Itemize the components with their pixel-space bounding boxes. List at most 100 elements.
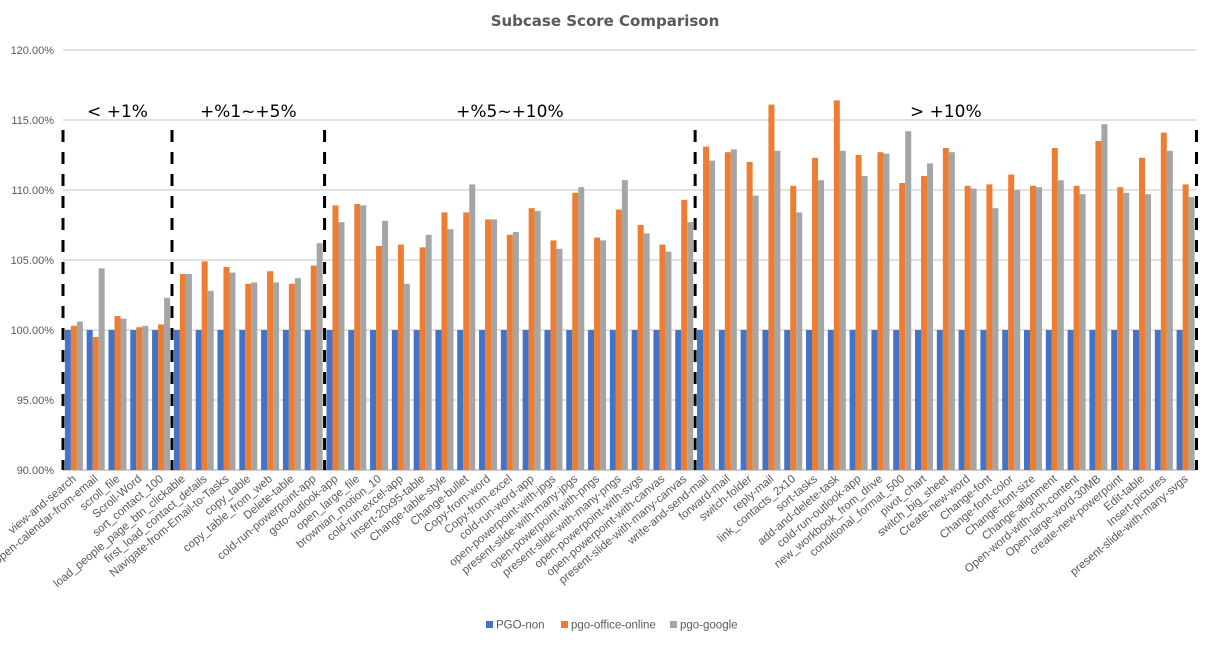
y-tick-label: 105.00% <box>11 255 55 267</box>
bar-pgo-non <box>326 330 333 470</box>
legend-label: pgo-office-online <box>571 620 656 632</box>
bar-pgo-office-online <box>1139 157 1146 471</box>
bar-pgo-google <box>774 150 781 471</box>
bar-pgo-google <box>534 211 541 470</box>
group-label: < +1% <box>87 102 148 122</box>
bar-pgo-non <box>784 330 791 470</box>
bar-pgo-non <box>239 330 246 470</box>
bar-pgo-google <box>491 219 498 470</box>
bar-pgo-google <box>752 195 759 470</box>
bar-pgo-office-online <box>1008 174 1015 470</box>
bar-pgo-office-online <box>179 274 186 470</box>
bar-pgo-google <box>164 297 171 470</box>
bar-pgo-non <box>653 330 660 470</box>
bar-pgo-google <box>643 233 650 470</box>
bar-pgo-non <box>871 330 878 470</box>
bar-pgo-google <box>556 248 563 470</box>
bar-pgo-non <box>348 330 355 470</box>
bar-pgo-office-online <box>397 244 404 470</box>
bar-pgo-office-online <box>485 219 492 470</box>
bar-pgo-non <box>1045 330 1052 470</box>
bar-pgo-non <box>544 330 551 470</box>
bar-pgo-non <box>173 330 180 470</box>
bars <box>64 100 1195 471</box>
group-label: > +10% <box>910 102 982 122</box>
bar-pgo-google <box>360 205 367 470</box>
legend-item: PGO-non <box>486 620 545 632</box>
bar-pgo-google <box>600 240 607 470</box>
bar-pgo-non <box>391 330 398 470</box>
bar-pgo-non <box>718 330 725 470</box>
bar-pgo-google <box>1101 124 1108 470</box>
y-tick-label: 95.00% <box>17 395 55 407</box>
legend-item: pgo-google <box>670 620 738 632</box>
bar-pgo-google <box>1123 192 1130 471</box>
bar-pgo-google <box>687 222 694 470</box>
bar-pgo-google <box>1014 190 1021 470</box>
bar-pgo-google <box>992 208 999 470</box>
bar-pgo-non <box>1133 330 1140 470</box>
bar-pgo-google <box>818 180 825 470</box>
bar-pgo-office-online <box>768 104 775 470</box>
bar-pgo-non <box>500 330 507 470</box>
bar-pgo-non <box>675 330 682 470</box>
bar-pgo-office-online <box>158 324 165 470</box>
bar-pgo-office-online <box>1073 185 1080 471</box>
legend-item: pgo-office-online <box>561 620 656 632</box>
bar-pgo-non <box>631 330 638 470</box>
bar-pgo-office-online <box>572 192 579 471</box>
bar-pgo-office-online <box>463 212 470 470</box>
bar-pgo-non <box>1176 330 1183 470</box>
bar-pgo-office-online <box>376 246 383 470</box>
bar-pgo-non <box>1111 330 1118 470</box>
bar-pgo-office-online <box>506 234 513 470</box>
bar-pgo-non <box>915 330 922 470</box>
bar-pgo-non <box>64 330 71 470</box>
bar-pgo-non <box>457 330 464 470</box>
bar-pgo-non <box>1067 330 1074 470</box>
bar-pgo-google <box>1188 197 1195 470</box>
bar-pgo-office-online <box>1182 184 1189 470</box>
bar-pgo-google <box>120 318 127 470</box>
bar-pgo-google <box>839 150 846 471</box>
bar-pgo-non <box>1002 330 1009 470</box>
bar-pgo-google <box>251 282 258 470</box>
bar-pgo-non <box>282 330 289 470</box>
bar-pgo-office-online <box>964 185 971 471</box>
legend-swatch <box>486 621 493 628</box>
y-tick-label: 110.00% <box>11 185 54 197</box>
bar-pgo-non <box>108 330 115 470</box>
bar-pgo-google <box>382 220 389 470</box>
bar-pgo-non <box>588 330 595 470</box>
bar-pgo-non <box>1154 330 1161 470</box>
bar-pgo-office-online <box>70 325 77 470</box>
bar-pgo-non <box>697 330 704 470</box>
bar-pgo-google <box>709 160 716 470</box>
legend: PGO-non pgo-office-online pgo-google <box>486 620 738 632</box>
bar-pgo-google <box>1145 194 1152 470</box>
bar-pgo-office-online <box>223 267 230 470</box>
bar-pgo-office-online <box>921 176 928 470</box>
legend-label: pgo-google <box>680 620 738 632</box>
bar-pgo-non <box>1089 330 1096 470</box>
bar-pgo-google <box>273 282 280 470</box>
bar-pgo-non <box>479 330 486 470</box>
bar-pgo-google <box>578 187 585 470</box>
bar-pgo-office-online <box>659 244 666 470</box>
legend-swatch <box>561 621 568 628</box>
bar-pgo-google <box>970 188 977 470</box>
bar-pgo-office-online <box>1160 132 1167 470</box>
bar-pgo-non <box>195 330 202 470</box>
bar-pgo-google <box>927 163 934 470</box>
bar-pgo-google <box>207 290 214 470</box>
bar-pgo-office-online <box>637 225 644 470</box>
legend-label: PGO-non <box>496 620 545 632</box>
bar-pgo-office-online <box>550 240 557 470</box>
bar-pgo-office-online <box>703 146 710 470</box>
group-label: +%1~+5% <box>200 102 297 122</box>
bar-pgo-office-online <box>942 148 949 470</box>
bar-pgo-office-online <box>528 208 535 470</box>
bar-pgo-non <box>980 330 987 470</box>
bar-pgo-google <box>883 153 890 470</box>
